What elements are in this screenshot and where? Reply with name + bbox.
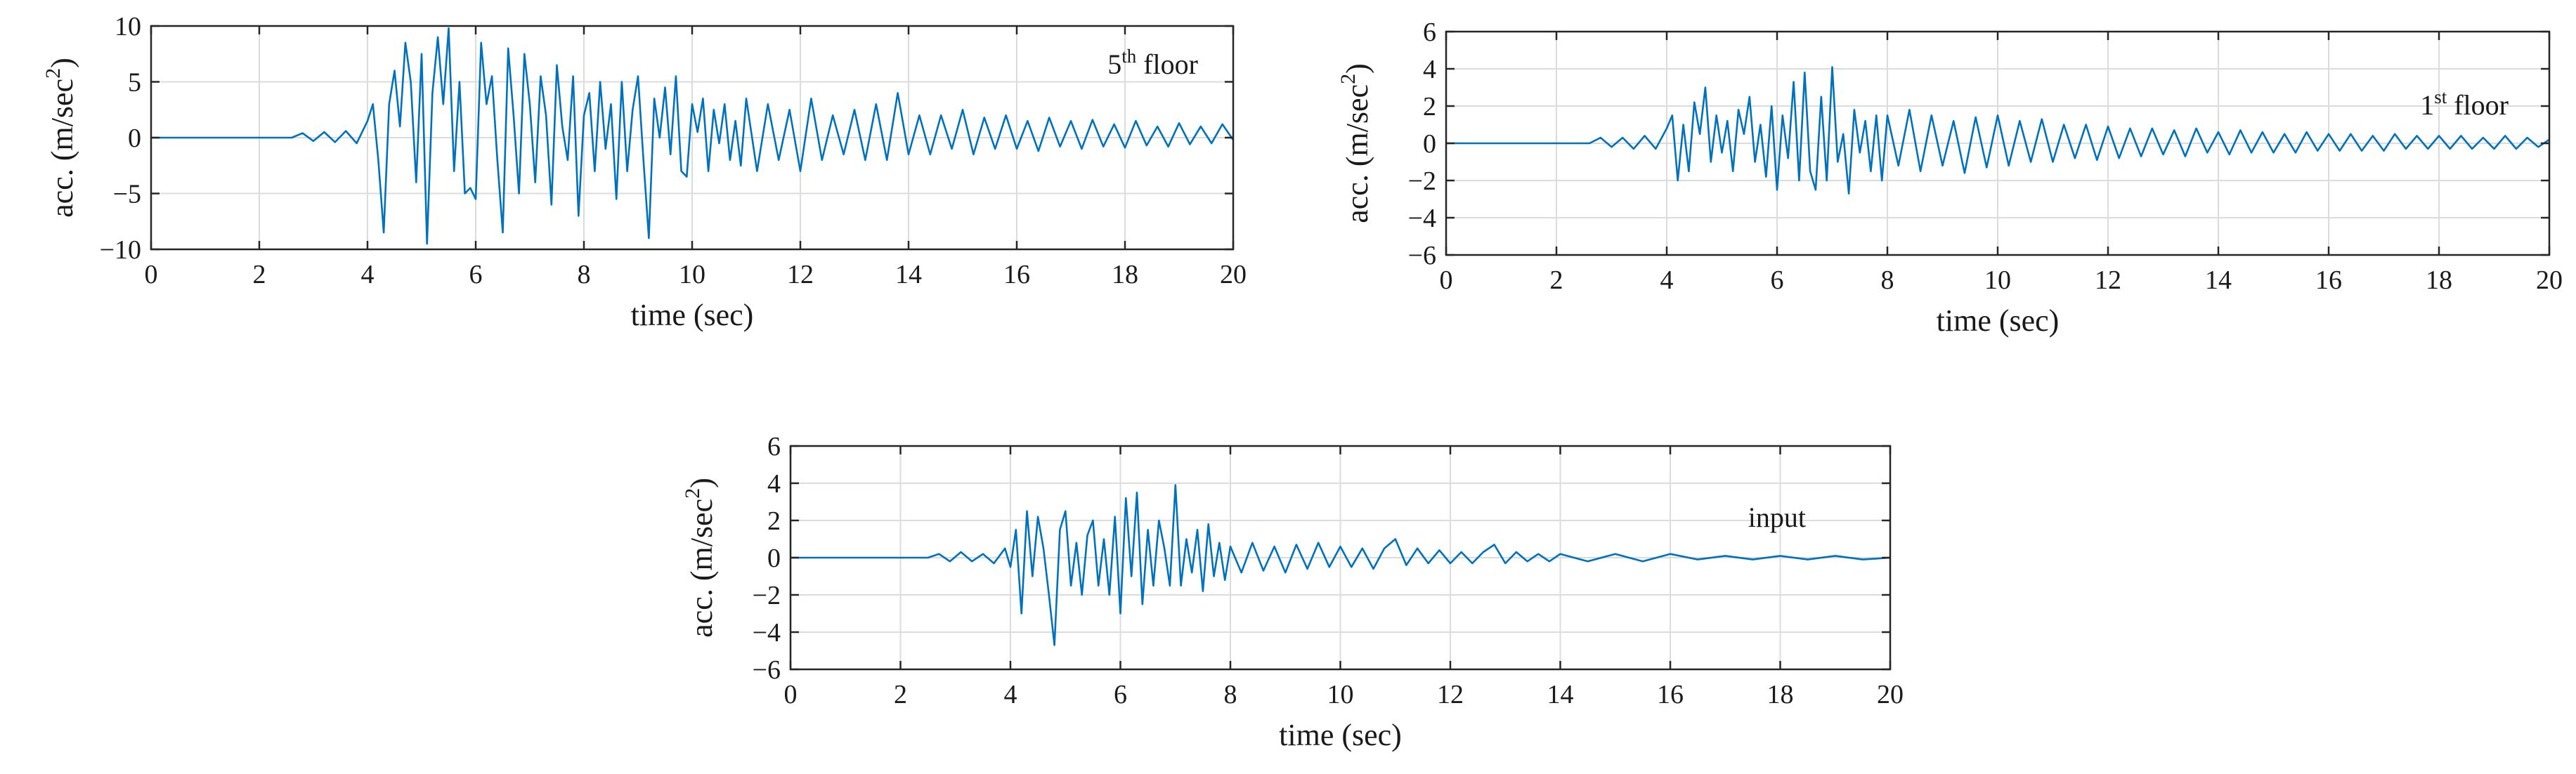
- x-tick-label: 4: [1660, 265, 1674, 295]
- y-tick-label: 2: [767, 506, 781, 536]
- annotation-fifth-floor: 5th floor: [1107, 46, 1198, 80]
- x-tick-label: 0: [784, 680, 798, 709]
- y-axis-label-main: acc. (m/sec: [684, 499, 719, 638]
- x-tick-label: 20: [1220, 260, 1247, 289]
- x-axis-label: time (sec): [631, 298, 754, 332]
- annotation-rest: floor: [1136, 48, 1198, 80]
- y-tick-label: −2: [1408, 166, 1436, 196]
- y-tick-label: 6: [767, 432, 781, 461]
- y-axis-label-main: acc. (m/sec: [1340, 84, 1374, 223]
- y-tick-label: 10: [115, 12, 141, 41]
- y-tick-label: 0: [767, 544, 781, 573]
- y-axis-label-main: acc. (m/sec: [45, 79, 79, 218]
- y-tick-label: −4: [1408, 204, 1436, 233]
- y-axis-label-sup: 2: [681, 488, 704, 499]
- x-tick-label: 4: [361, 260, 375, 289]
- x-axis-label: time (sec): [1279, 718, 1402, 752]
- x-tick-label: 2: [253, 260, 266, 289]
- y-axis-label: acc. (m/sec2): [41, 58, 79, 218]
- y-axis-label: acc. (m/sec2): [681, 478, 719, 638]
- y-tick-label: −10: [100, 235, 141, 265]
- annotation-main: 1: [2420, 89, 2434, 121]
- y-tick-label: 5: [128, 68, 141, 98]
- x-tick-label: 12: [787, 260, 814, 289]
- y-axis-label-sup: 2: [1336, 74, 1360, 84]
- y-axis-label-sup: 2: [41, 68, 65, 79]
- x-tick-label: 6: [469, 260, 483, 289]
- x-tick-label: 16: [1003, 260, 1030, 289]
- x-tick-label: 12: [2095, 265, 2121, 295]
- x-tick-label: 6: [1771, 265, 1784, 295]
- annotation-first-floor: 1st floor: [2420, 86, 2509, 121]
- x-tick-label: 10: [1984, 265, 2011, 295]
- y-tick-label: 0: [128, 124, 141, 153]
- x-tick-label: 8: [578, 260, 591, 289]
- y-tick-label: 2: [1423, 92, 1436, 122]
- y-tick-label: −4: [753, 618, 781, 648]
- x-axis-label: time (sec): [1937, 303, 2060, 338]
- x-tick-label: 18: [1767, 680, 1794, 709]
- x-tick-label: 16: [2315, 265, 2342, 295]
- y-tick-label: −6: [753, 655, 781, 685]
- y-axis-label-close: ): [684, 478, 719, 488]
- y-tick-label: 4: [767, 469, 781, 499]
- y-axis-label-close: ): [45, 58, 79, 68]
- x-tick-label: 2: [1550, 265, 1563, 295]
- chart-input: 0 2 4 6 8 10 12 14 16 18 20 −6 −4 −2 0 2 4 6 time (sec) acc…: [681, 432, 1904, 752]
- x-tick-label: 12: [1437, 680, 1464, 709]
- annotation-rest: floor: [2447, 89, 2509, 121]
- y-tick-label: 0: [1423, 129, 1436, 159]
- x-tick-label: 14: [895, 260, 922, 289]
- series-line-input: [791, 484, 1890, 646]
- chart-fifth-floor: 0 2 4 6 8 10 12 14 16 18 20 −10 −5 0 5 10 time (sec) acc.…: [41, 12, 1247, 332]
- series-line-first-floor: [1446, 66, 2549, 195]
- x-tick-label: 0: [1440, 265, 1453, 295]
- x-tick-label: 20: [1877, 680, 1904, 709]
- y-axis-label-close: ): [1340, 63, 1374, 74]
- annotation-main: 5: [1107, 48, 1121, 80]
- x-tick-label: 0: [145, 260, 158, 289]
- x-tick-label: 8: [1224, 680, 1237, 709]
- annotation-input: input: [1748, 501, 1806, 533]
- x-tick-label: 16: [1657, 680, 1684, 709]
- x-tick-label: 10: [679, 260, 705, 289]
- y-tick-label: 4: [1423, 55, 1436, 84]
- x-tick-label: 8: [1881, 265, 1894, 295]
- annotation-sup: th: [1121, 46, 1137, 67]
- x-tick-label: 14: [2205, 265, 2232, 295]
- x-tick-label: 10: [1327, 680, 1354, 709]
- x-tick-label: 4: [1004, 680, 1017, 709]
- annotation-sup: st: [2434, 86, 2447, 107]
- x-tick-label: 20: [2536, 265, 2563, 295]
- x-tick-label: 2: [894, 680, 907, 709]
- y-tick-label: 6: [1423, 18, 1436, 47]
- x-tick-label: 18: [1112, 260, 1138, 289]
- series-line-fifth-floor: [151, 27, 1233, 245]
- annotation-main: input: [1748, 501, 1806, 533]
- y-axis-label: acc. (m/sec2): [1336, 63, 1374, 223]
- y-tick-label: −5: [113, 180, 141, 209]
- y-tick-label: −2: [753, 581, 781, 610]
- y-tick-label: −6: [1408, 241, 1436, 270]
- x-tick-label: 18: [2426, 265, 2452, 295]
- x-tick-label: 14: [1547, 680, 1574, 709]
- x-tick-label: 6: [1114, 680, 1127, 709]
